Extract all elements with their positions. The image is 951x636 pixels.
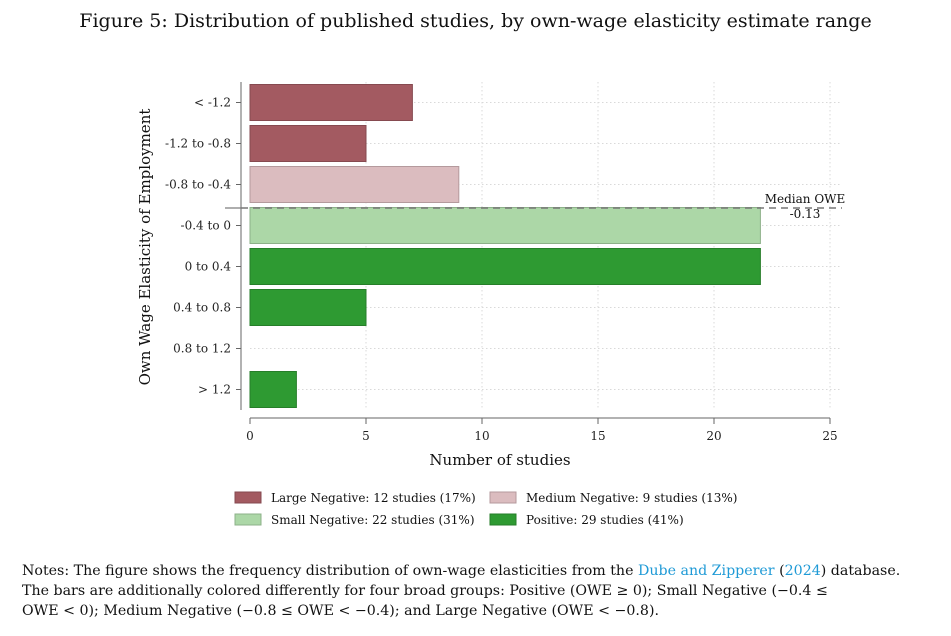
legend-label-large-negative: Large Negative: 12 studies (17%) — [271, 491, 476, 505]
bar-3 — [249, 207, 761, 244]
notes-prefix: Notes: The figure shows the frequency di… — [22, 563, 638, 579]
axes: < -1.2 -1.2 to -0.8 -0.8 to -0.4 -0.4 to 0 0… — [136, 82, 838, 469]
figure-title: Figure 5: Distribution of published stud… — [79, 10, 872, 32]
bar-1 — [249, 125, 367, 162]
legend-swatch-medium-negative — [489, 491, 517, 504]
y-tick-label: -0.4 to 0 — [181, 219, 231, 233]
legend-label-medium-negative: Medium Negative: 9 studies (13%) — [526, 491, 737, 505]
citation-year[interactable]: 2024 — [784, 563, 821, 579]
y-tick-label: 0.8 to 1.2 — [173, 342, 231, 356]
x-tick-label: 0 — [246, 429, 254, 443]
legend-label-small-negative: Small Negative: 22 studies (31%) — [271, 513, 475, 527]
figure-notes: Notes: The figure shows the frequency di… — [22, 561, 942, 621]
bar-0 — [249, 84, 413, 121]
bar-7 — [249, 371, 297, 408]
grid-lines — [250, 82, 842, 410]
bar-4 — [249, 248, 761, 285]
y-tick-label: 0.4 to 0.8 — [173, 301, 231, 315]
bar-5 — [249, 289, 367, 326]
x-tick-label: 25 — [822, 429, 837, 443]
bars — [249, 84, 761, 408]
legend: Large Negative: 12 studies (17%) Medium N… — [234, 491, 737, 527]
citation-authors[interactable]: Dube and Zipperer — [637, 563, 775, 579]
median-owe-value: -0.13 — [790, 207, 821, 221]
x-tick-label: 15 — [590, 429, 605, 443]
y-tick-label: > 1.2 — [198, 383, 231, 397]
median-owe-marker: Median OWE-0.13 — [225, 192, 845, 221]
y-tick-label: -1.2 to -0.8 — [165, 137, 231, 151]
notes-line-3: OWE < 0); Medium Negative (−0.8 ≤ OWE < … — [22, 603, 659, 619]
bar-2 — [249, 166, 460, 203]
notes-line-1: Notes: The figure shows the frequency di… — [22, 561, 942, 581]
median-owe-label: Median OWE — [765, 192, 846, 206]
legend-swatch-small-negative — [234, 513, 262, 526]
y-tick-label: < -1.2 — [194, 96, 231, 110]
x-axis-label: Number of studies — [429, 451, 570, 469]
legend-swatch-large-negative — [234, 491, 262, 504]
bar-chart: < -1.2 -1.2 to -0.8 -0.8 to -0.4 -0.4 to 0 0… — [136, 82, 845, 527]
citation-open: ( — [774, 563, 785, 579]
x-tick-label: 5 — [362, 429, 370, 443]
legend-swatch-positive — [489, 513, 517, 526]
notes-after-citation: ) database. — [820, 563, 901, 579]
notes-line-2: The bars are additionally colored differ… — [22, 583, 828, 599]
x-tick-label: 20 — [706, 429, 721, 443]
y-tick-label: -0.8 to -0.4 — [165, 178, 231, 192]
y-axis-label: Own Wage Elasticity of Employment — [136, 109, 154, 386]
y-tick-label: 0 to 0.4 — [185, 260, 232, 274]
legend-label-positive: Positive: 29 studies (41%) — [526, 513, 684, 527]
x-tick-label: 10 — [474, 429, 489, 443]
